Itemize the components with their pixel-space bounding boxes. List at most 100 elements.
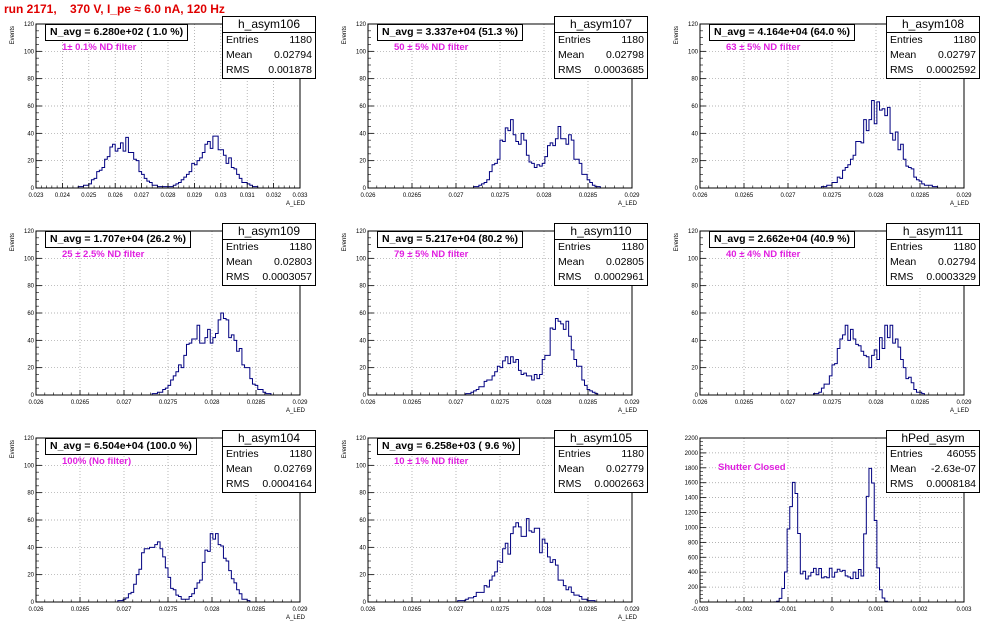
stats-row: RMS 0.0008184 bbox=[887, 477, 979, 492]
x-tick-label: 0.024 bbox=[55, 193, 71, 199]
histogram-name: h_asym110 bbox=[555, 224, 647, 240]
y-tick-label: 40 bbox=[691, 131, 698, 137]
x-tick-label: 0.027 bbox=[780, 193, 796, 199]
x-tick-label: 0.026 bbox=[360, 607, 376, 613]
stats-box: h_asym104 Entries 1180 Mean 0.02769 RMS 0.0004… bbox=[222, 430, 316, 493]
y-tick-label: 120 bbox=[356, 22, 367, 28]
x-tick-label: 0.031 bbox=[240, 193, 256, 199]
x-tick-label: 0.029 bbox=[624, 607, 640, 613]
navg-label: N_avg = 6.258e+03 ( 9.6 %) bbox=[377, 438, 521, 455]
stats-value: 0.02803 bbox=[274, 256, 312, 268]
stats-row: Entries 1180 bbox=[555, 240, 647, 255]
stats-key: RMS bbox=[226, 64, 250, 76]
histogram-panel: 0.026 0.0265 0.027 0.0275 0.028 0.0285 0.029 0 2… bbox=[332, 215, 664, 422]
histogram-plot: 0.026 0.0265 0.027 0.0275 0.028 0.0285 0.029 0 2… bbox=[10, 436, 308, 621]
y-tick-label: 120 bbox=[356, 436, 367, 442]
x-axis-title: A_LED bbox=[950, 408, 970, 414]
x-tick-label: 0.026 bbox=[108, 193, 124, 199]
stats-row: RMS 0.001878 bbox=[223, 63, 315, 78]
y-tick-label: 100 bbox=[24, 463, 35, 469]
histogram-panel: 0.026 0.0265 0.027 0.0275 0.028 0.0285 0.029 0 2… bbox=[332, 8, 664, 215]
x-tick-label: -0.001 bbox=[779, 607, 797, 613]
stats-row: Entries 46055 bbox=[887, 447, 979, 462]
y-axis-title: Events bbox=[342, 233, 348, 251]
x-tick-label: 0.028 bbox=[204, 607, 220, 613]
x-tick-label: 0.029 bbox=[624, 400, 640, 406]
histogram-panel: 0.023 0.024 0.025 0.026 0.027 0.028 0.029 0.03 0… bbox=[0, 8, 332, 215]
x-tick-label: 0.026 bbox=[692, 400, 708, 406]
stats-box: h_asym105 Entries 1180 Mean 0.02779 RMS 0.0002… bbox=[554, 430, 648, 493]
y-tick-label: 40 bbox=[691, 338, 698, 344]
stats-row: Mean 0.02797 bbox=[887, 48, 979, 63]
x-axis-title: A_LED bbox=[618, 615, 638, 621]
navg-label: N_avg = 4.164e+04 (64.0 %) bbox=[709, 24, 856, 41]
x-tick-label: 0.026 bbox=[28, 400, 44, 406]
y-tick-label: 1800 bbox=[685, 466, 699, 472]
filter-label: 25 ± 2.5% ND filter bbox=[62, 249, 145, 260]
y-tick-label: 100 bbox=[356, 463, 367, 469]
y-tick-label: 80 bbox=[27, 284, 34, 290]
x-tick-label: 0.003 bbox=[956, 607, 972, 613]
x-tick-label: 0.028 bbox=[536, 193, 552, 199]
stats-key: Entries bbox=[890, 34, 923, 46]
x-tick-label: 0.026 bbox=[28, 607, 44, 613]
stats-key: RMS bbox=[890, 478, 914, 490]
stats-key: Mean bbox=[226, 463, 253, 475]
histogram-name: h_asym111 bbox=[887, 224, 979, 240]
stats-row: Mean 0.02803 bbox=[223, 255, 315, 270]
filter-label: 79 ± 5% ND filter bbox=[394, 249, 469, 260]
stats-value: 0.02797 bbox=[938, 49, 976, 61]
stats-value: 0.0002663 bbox=[594, 478, 644, 490]
stats-key: Entries bbox=[226, 241, 259, 253]
stats-key: Entries bbox=[558, 448, 591, 460]
x-tick-label: 0.0265 bbox=[403, 193, 422, 199]
stats-key: RMS bbox=[226, 478, 250, 490]
x-tick-label: 0.026 bbox=[360, 193, 376, 199]
filter-label: 100% (No filter) bbox=[62, 456, 132, 467]
x-tick-label: 0.033 bbox=[292, 193, 308, 199]
stats-value: 1180 bbox=[289, 241, 312, 253]
y-tick-label: 1400 bbox=[685, 496, 699, 502]
x-tick-label: 0.0285 bbox=[911, 400, 930, 406]
y-axis-title: Events bbox=[674, 26, 680, 44]
stats-key: RMS bbox=[558, 271, 582, 283]
y-tick-label: 60 bbox=[27, 104, 34, 110]
y-tick-label: 60 bbox=[359, 104, 366, 110]
navg-label: N_avg = 1.707e+04 (26.2 %) bbox=[45, 231, 192, 248]
x-axis-title: A_LED bbox=[286, 201, 306, 207]
x-tick-label: 0.0285 bbox=[247, 400, 266, 406]
histogram-name: h_asym107 bbox=[555, 17, 647, 33]
y-tick-label: 20 bbox=[691, 366, 698, 372]
y-tick-label: 60 bbox=[359, 311, 366, 317]
histogram-name: h_asym109 bbox=[223, 224, 315, 240]
filter-label: 63 ± 5% ND filter bbox=[726, 42, 801, 53]
stats-value: 46055 bbox=[946, 448, 976, 460]
y-tick-label: 100 bbox=[688, 256, 699, 262]
x-tick-label: 0.03 bbox=[215, 193, 227, 199]
x-tick-label: 0.027 bbox=[448, 400, 464, 406]
x-axis-title: A_LED bbox=[618, 201, 638, 207]
stats-value: 0.02779 bbox=[606, 463, 644, 475]
stats-value: 1180 bbox=[621, 34, 644, 46]
x-tick-label: 0.027 bbox=[116, 607, 132, 613]
stats-value: 1180 bbox=[621, 241, 644, 253]
histogram-plot: 0.026 0.0265 0.027 0.0275 0.028 0.0285 0.029 0 2… bbox=[342, 22, 640, 207]
y-tick-label: 20 bbox=[359, 573, 366, 579]
navg-label: N_avg = 5.217e+04 (80.2 %) bbox=[377, 231, 524, 248]
y-tick-label: 120 bbox=[688, 229, 699, 235]
stats-key: RMS bbox=[890, 271, 914, 283]
x-tick-label: 0.001 bbox=[868, 607, 884, 613]
y-tick-label: 0 bbox=[695, 393, 699, 399]
stats-key: Entries bbox=[890, 241, 923, 253]
stats-row: Entries 1180 bbox=[887, 240, 979, 255]
stats-value: 1180 bbox=[621, 448, 644, 460]
stats-key: Mean bbox=[890, 463, 917, 475]
y-tick-label: 80 bbox=[691, 77, 698, 83]
stats-key: Entries bbox=[558, 241, 591, 253]
run-title: run 2171, 370 V, I_pe ≈ 6.0 nA, 120 Hz bbox=[4, 2, 225, 16]
y-tick-label: 40 bbox=[27, 338, 34, 344]
stats-row: RMS 0.0002961 bbox=[555, 270, 647, 285]
histogram-name: h_asym104 bbox=[223, 431, 315, 447]
y-tick-label: 60 bbox=[359, 518, 366, 524]
histogram-series bbox=[368, 317, 632, 396]
